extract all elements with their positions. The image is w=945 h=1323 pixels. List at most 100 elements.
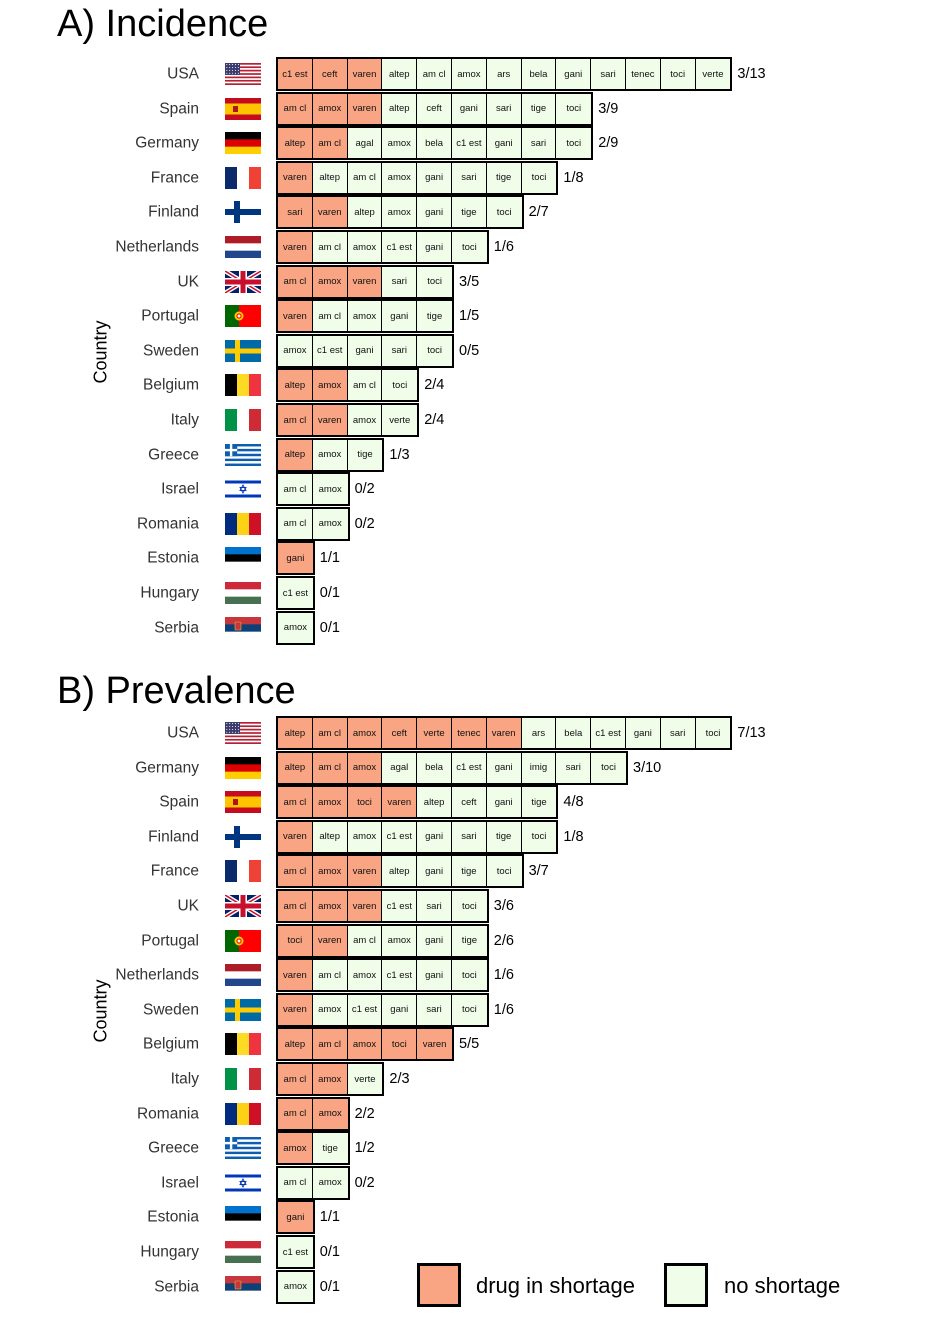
shortage-count-label: 2/2	[354, 1105, 375, 1122]
drug-cell-shortage: am cl	[278, 856, 313, 887]
drug-cell-no-shortage: tige	[451, 197, 487, 228]
drug-cell-no-shortage: gani	[417, 960, 452, 991]
country-label: Estonia	[147, 1208, 199, 1226]
drug-cell-shortage: c1 est	[278, 59, 313, 89]
y-axis-label: Country	[90, 320, 111, 384]
drug-cell-shortage: toci	[347, 787, 383, 818]
drug-row: sari varen altep amox gani tige toci	[276, 195, 524, 230]
drug-cell-no-shortage: verte	[347, 1064, 383, 1094]
drug-cell-shortage: am cl	[312, 128, 348, 159]
shortage-count-label: 0/2	[354, 1174, 375, 1191]
drug-cell-no-shortage: toci	[660, 59, 696, 89]
drug-cell-no-shortage: gani	[382, 301, 418, 332]
drug-cell-no-shortage: amox	[382, 162, 418, 193]
drug-cell-no-shortage: toci	[556, 93, 592, 124]
drug-row: am cl amox toci varen altep ceft gani tige	[276, 785, 559, 820]
country-label: Serbia	[154, 1277, 199, 1295]
drug-cell-no-shortage: c1 est	[347, 994, 383, 1025]
drug-cell-no-shortage: amox	[347, 960, 383, 991]
drug-cell-no-shortage: ars	[521, 718, 557, 748]
flag-spain-icon	[225, 97, 261, 120]
country-label: Romania	[136, 1104, 199, 1122]
drug-cell-no-shortage: am cl	[278, 474, 313, 505]
flag-italy-icon	[225, 409, 261, 431]
drug-row: amox	[276, 610, 315, 645]
drug-cell-no-shortage: toci	[521, 162, 557, 193]
drug-cell-no-shortage: gani	[417, 856, 452, 887]
shortage-count-label: 3/7	[528, 863, 549, 880]
drug-cell-no-shortage: altep	[382, 93, 418, 124]
panel-title: A) Incidence	[57, 3, 269, 45]
drug-cell-no-shortage: sari	[451, 162, 487, 193]
shortage-count-label: 2/6	[493, 932, 514, 949]
drug-cell-shortage: varen	[347, 266, 383, 297]
drug-row: altep am cl amox ceft verte tenec varen ars bela…	[276, 716, 733, 750]
shortage-count-label: 1/8	[563, 828, 584, 845]
drug-cell-shortage: am cl	[278, 93, 313, 124]
drug-cell-shortage: amox	[312, 1098, 348, 1129]
drug-cell-no-shortage: c1 est	[382, 960, 418, 991]
drug-cell-shortage: varen	[278, 960, 313, 991]
country-label: Belgium	[143, 1035, 199, 1053]
drug-row: varen altep am cl amox gani sari tige toci	[276, 160, 559, 195]
drug-cell-shortage: amox	[278, 1133, 313, 1164]
drug-cell-no-shortage: gani	[486, 752, 522, 783]
drug-cell-no-shortage: c1 est	[451, 752, 487, 783]
drug-cell-no-shortage: am cl	[417, 59, 452, 89]
drug-cell-no-shortage: altep	[382, 856, 418, 887]
flag-belgium-icon	[225, 1033, 261, 1056]
shortage-count-label: 1/6	[493, 1001, 514, 1018]
drug-cell-shortage: varen	[347, 891, 383, 921]
legend-swatch-no-shortage	[664, 1263, 708, 1307]
drug-cell-no-shortage: c1 est	[382, 821, 418, 852]
shortage-count-label: 1/6	[493, 239, 514, 255]
drug-row: toci varen am cl amox gani tige	[276, 923, 489, 958]
drug-cell-shortage: toci	[382, 1029, 418, 1060]
drug-cell-no-shortage: bela	[417, 128, 452, 159]
shortage-count-label: 5/5	[459, 1036, 480, 1053]
shortage-count-label: 1/1	[319, 1209, 340, 1226]
drug-cell-no-shortage: c1 est	[312, 335, 348, 366]
panel-title: B) Prevalence	[57, 670, 296, 712]
drug-cell-no-shortage: c1 est	[278, 1237, 313, 1267]
drug-cell-shortage: altep	[278, 718, 313, 748]
drug-row: varen am cl amox gani tige	[276, 299, 454, 334]
drug-cell-shortage: varen	[278, 994, 313, 1025]
drug-cell-no-shortage: c1 est	[278, 578, 313, 608]
flag-netherlands-icon	[225, 236, 261, 258]
flag-estonia-icon	[225, 547, 261, 570]
flag-sweden-icon	[225, 339, 261, 362]
country-label: France	[150, 169, 199, 187]
drug-cell-no-shortage: amox	[347, 301, 383, 332]
drug-cell-no-shortage: tenec	[625, 59, 661, 89]
drug-cell-no-shortage: toci	[556, 128, 592, 159]
drug-cell-shortage: am cl	[278, 405, 313, 435]
drug-cell-shortage: am cl	[278, 891, 313, 921]
drug-row: amox tige	[276, 1131, 350, 1166]
drug-cell-shortage: amox	[312, 787, 348, 818]
country-label: Finland	[148, 203, 199, 221]
drug-cell-no-shortage: toci	[591, 752, 626, 783]
legend-label-no-shortage: no shortage	[724, 1273, 841, 1298]
flag-netherlands-icon	[225, 964, 261, 987]
shortage-count-label: 0/2	[354, 515, 375, 532]
flag-uk-icon	[225, 270, 261, 293]
shortage-count-label: 3/10	[633, 759, 662, 776]
drug-cell-shortage: tenec	[451, 718, 487, 748]
drug-cell-no-shortage: toci	[451, 232, 487, 262]
drug-cell-shortage: varen	[417, 1029, 452, 1060]
drug-cell-no-shortage: sari	[382, 335, 418, 366]
drug-row: am cl amox varen altep gani tige toci	[276, 854, 524, 889]
flag-serbia-icon	[225, 1275, 261, 1298]
drug-row: am cl amox varen c1 est sari toci	[276, 889, 489, 923]
drug-cell-no-shortage: tige	[486, 162, 522, 193]
country-label: Portugal	[141, 307, 199, 325]
drug-cell-no-shortage: sari	[486, 93, 522, 124]
drug-cell-no-shortage: ars	[486, 59, 522, 89]
drug-cell-no-shortage: am cl	[278, 508, 313, 539]
y-axis-label: Country	[90, 979, 111, 1043]
drug-cell-no-shortage: am cl	[278, 1167, 313, 1198]
country-label: Italy	[170, 411, 199, 429]
flag-usa-icon	[225, 722, 261, 744]
drug-cell-no-shortage: gani	[486, 128, 522, 159]
